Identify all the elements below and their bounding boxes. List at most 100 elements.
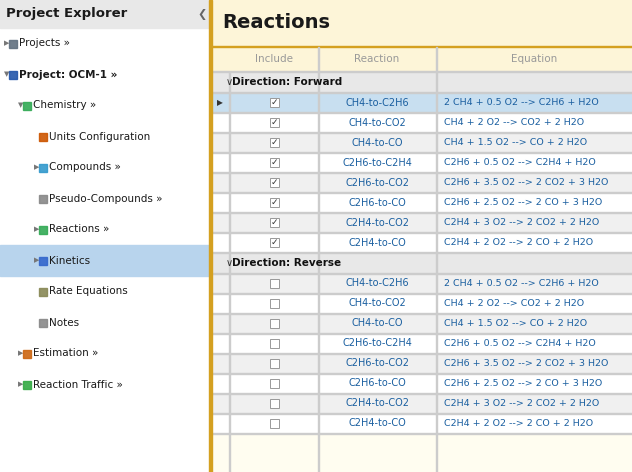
Text: C2H6-to-CO: C2H6-to-CO (348, 197, 406, 208)
Bar (212, 313, 632, 314)
Text: C2H4-to-CO: C2H4-to-CO (348, 237, 406, 247)
Text: Reaction Traffic »: Reaction Traffic » (33, 379, 123, 389)
Bar (212, 133, 632, 152)
Text: ✓: ✓ (270, 177, 277, 186)
Bar (269, 279, 279, 288)
Text: CH4-to-CO2: CH4-to-CO2 (348, 118, 406, 127)
Text: C2H4 + 3 O2 --> 2 CO2 + 2 H2O: C2H4 + 3 O2 --> 2 CO2 + 2 H2O (444, 399, 599, 408)
Bar (209, 0, 212, 472)
Bar (269, 399, 279, 408)
Text: ▼: ▼ (18, 102, 23, 109)
Bar (269, 138, 279, 147)
Bar (212, 153, 632, 172)
Bar (23, 380, 31, 388)
Bar (39, 287, 47, 295)
Text: Compounds »: Compounds » (49, 162, 121, 172)
Text: Include: Include (255, 54, 293, 64)
Bar (436, 72, 437, 472)
Text: C2H6-to-CO: C2H6-to-CO (348, 379, 406, 388)
Text: C2H6-to-C2H4: C2H6-to-C2H4 (342, 158, 412, 168)
Text: Rate Equations: Rate Equations (49, 287, 128, 296)
Text: CH4-to-C2H6: CH4-to-C2H6 (345, 98, 409, 108)
Bar (0, 0, 209, 28)
Bar (212, 72, 632, 92)
Bar (212, 433, 632, 434)
Text: C2H6 + 3.5 O2 --> 2 CO2 + 3 H2O: C2H6 + 3.5 O2 --> 2 CO2 + 3 H2O (444, 359, 609, 368)
Text: Reaction: Reaction (355, 54, 399, 64)
Bar (212, 374, 632, 393)
Text: C2H4-to-CO2: C2H4-to-CO2 (345, 398, 409, 408)
Bar (23, 101, 31, 110)
Text: Reactions: Reactions (222, 14, 330, 33)
Text: Reactions »: Reactions » (49, 225, 109, 235)
Text: ✓: ✓ (270, 237, 277, 246)
Text: CH4-to-CO: CH4-to-CO (351, 137, 403, 147)
Bar (269, 198, 279, 207)
Bar (212, 314, 632, 333)
Text: ✓: ✓ (270, 137, 277, 146)
Bar (23, 349, 31, 357)
Bar (212, 394, 632, 413)
Text: Direction: Reverse: Direction: Reverse (232, 258, 341, 268)
Text: Pseudo-Compounds »: Pseudo-Compounds » (49, 194, 162, 203)
Text: C2H6 + 2.5 O2 --> 2 CO + 3 H2O: C2H6 + 2.5 O2 --> 2 CO + 3 H2O (444, 198, 602, 207)
Bar (39, 194, 47, 202)
Bar (212, 413, 632, 414)
Text: CH4-to-C2H6: CH4-to-C2H6 (345, 278, 409, 288)
Bar (212, 393, 632, 394)
Bar (212, 294, 632, 313)
Bar (269, 319, 279, 328)
Bar (39, 319, 47, 327)
Text: C2H4 + 2 O2 --> 2 CO + 2 H2O: C2H4 + 2 O2 --> 2 CO + 2 H2O (444, 419, 593, 428)
Text: ∨: ∨ (226, 258, 233, 268)
Bar (269, 339, 279, 348)
Bar (229, 72, 230, 472)
Text: C2H4 + 2 O2 --> 2 CO + 2 H2O: C2H4 + 2 O2 --> 2 CO + 2 H2O (444, 238, 593, 247)
Bar (212, 334, 632, 353)
Text: ▶: ▶ (34, 258, 39, 263)
Bar (212, 192, 632, 193)
Bar (212, 0, 632, 46)
Text: ✓: ✓ (270, 118, 277, 126)
Text: C2H6-to-CO2: C2H6-to-CO2 (345, 177, 409, 187)
Bar (9, 70, 17, 78)
Bar (436, 47, 437, 71)
Text: ∨: ∨ (226, 77, 233, 87)
Bar (212, 113, 632, 132)
Bar (269, 359, 279, 368)
Text: C2H6 + 0.5 O2 --> C2H4 + H2O: C2H6 + 0.5 O2 --> C2H4 + H2O (444, 339, 596, 348)
Text: Direction: Forward: Direction: Forward (232, 77, 343, 87)
Bar (39, 256, 47, 264)
Text: C2H6-to-C2H4: C2H6-to-C2H4 (342, 338, 412, 348)
Bar (269, 178, 279, 187)
Bar (212, 213, 632, 232)
Bar (212, 172, 632, 173)
Text: C2H6-to-CO2: C2H6-to-CO2 (345, 359, 409, 369)
Bar (212, 274, 632, 293)
Bar (212, 354, 632, 373)
Bar (269, 299, 279, 308)
Bar (212, 152, 632, 153)
Bar (212, 232, 632, 233)
Text: C2H6 + 0.5 O2 --> C2H4 + H2O: C2H6 + 0.5 O2 --> C2H4 + H2O (444, 158, 596, 167)
Text: CH4 + 2 O2 --> CO2 + 2 H2O: CH4 + 2 O2 --> CO2 + 2 H2O (444, 118, 584, 127)
Bar (39, 226, 47, 234)
Bar (212, 112, 632, 113)
Text: 2 CH4 + 0.5 O2 --> C2H6 + H2O: 2 CH4 + 0.5 O2 --> C2H6 + H2O (444, 279, 599, 288)
Text: C2H4-to-CO2: C2H4-to-CO2 (345, 218, 409, 228)
Bar (269, 98, 279, 107)
Bar (212, 212, 632, 213)
Bar (212, 46, 632, 47)
Bar (212, 333, 632, 334)
Text: ▼: ▼ (4, 71, 9, 77)
Text: C2H4-to-CO: C2H4-to-CO (348, 419, 406, 429)
Bar (212, 414, 632, 433)
Bar (212, 132, 632, 133)
Text: C2H6 + 2.5 O2 --> 2 CO + 3 H2O: C2H6 + 2.5 O2 --> 2 CO + 3 H2O (444, 379, 602, 388)
Text: C2H6 + 3.5 O2 --> 2 CO2 + 3 H2O: C2H6 + 3.5 O2 --> 2 CO2 + 3 H2O (444, 178, 609, 187)
Bar (318, 72, 319, 472)
Text: Project: OCM-1 »: Project: OCM-1 » (19, 69, 118, 79)
Text: Project Explorer: Project Explorer (6, 8, 127, 20)
Bar (212, 253, 632, 273)
Text: 2 CH4 + 0.5 O2 --> C2H6 + H2O: 2 CH4 + 0.5 O2 --> C2H6 + H2O (444, 98, 599, 107)
